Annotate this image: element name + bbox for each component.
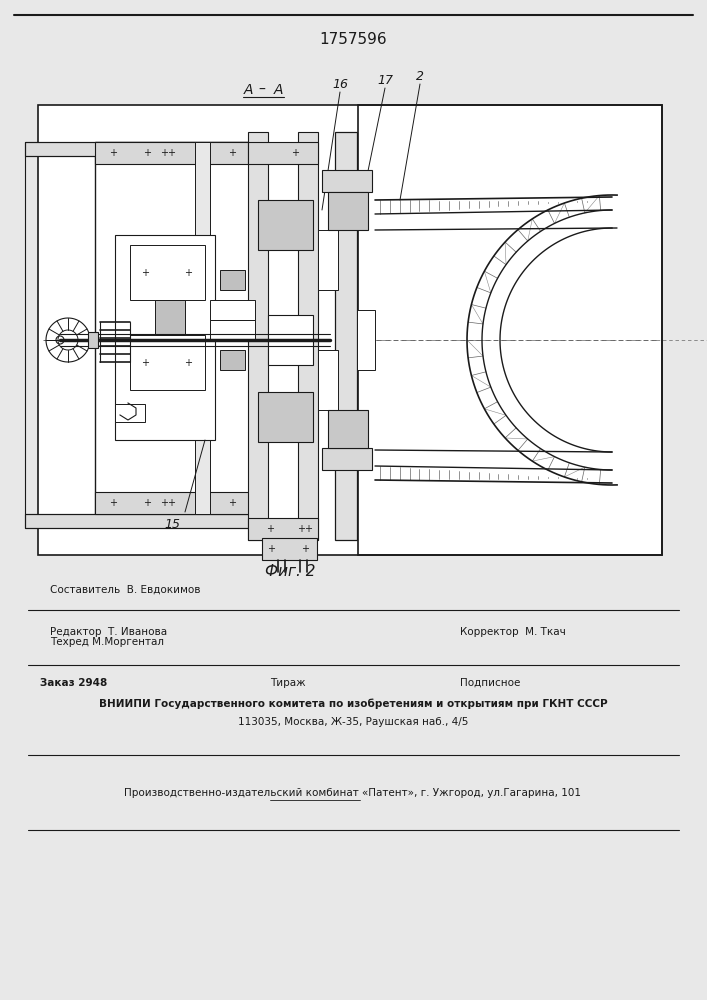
Bar <box>248 132 268 540</box>
Text: +: + <box>143 148 151 158</box>
Bar <box>248 518 318 540</box>
Text: ++: ++ <box>160 498 176 508</box>
Bar <box>25 142 260 156</box>
Bar <box>130 335 205 390</box>
Text: +: + <box>266 524 274 534</box>
Bar <box>130 245 205 300</box>
Text: Техред М.Моргентал: Техред М.Моргентал <box>50 637 164 647</box>
Text: Подписное: Подписное <box>460 678 520 688</box>
Bar <box>115 235 215 440</box>
Text: +: + <box>141 358 149 368</box>
Text: 16: 16 <box>332 79 348 92</box>
Text: Редактор  Т. Иванова: Редактор Т. Иванова <box>50 627 167 637</box>
Text: +: + <box>184 358 192 368</box>
Bar <box>322 448 372 470</box>
Bar <box>210 320 255 340</box>
Bar <box>258 200 313 250</box>
Text: +: + <box>291 148 299 158</box>
Bar <box>258 392 313 442</box>
Text: 17: 17 <box>377 74 393 87</box>
Text: +: + <box>141 268 149 278</box>
Bar <box>210 300 255 320</box>
Text: Тираж: Тираж <box>270 678 305 688</box>
Bar <box>335 132 357 540</box>
Text: +: + <box>301 544 309 554</box>
Bar <box>95 492 265 514</box>
Bar <box>220 270 245 290</box>
Text: –: – <box>259 83 265 97</box>
Bar <box>88 332 98 348</box>
Text: +: + <box>143 498 151 508</box>
Bar <box>322 170 372 192</box>
Text: Фиг. 2: Фиг. 2 <box>264 564 315 580</box>
Bar <box>358 105 662 555</box>
Bar <box>25 514 260 528</box>
Bar <box>318 230 338 290</box>
Text: Корректор  М. Ткач: Корректор М. Ткач <box>460 627 566 637</box>
Text: 113035, Москва, Ж-35, Раушская наб., 4/5: 113035, Москва, Ж-35, Раушская наб., 4/5 <box>238 717 468 727</box>
Text: Составитель  В. Евдокимов: Составитель В. Евдокимов <box>50 585 201 595</box>
Text: Заказ 2948: Заказ 2948 <box>40 678 107 688</box>
Text: +: + <box>267 544 275 554</box>
Text: +: + <box>228 148 236 158</box>
Text: Производственно-издательский комбинат «Патент», г. Ужгород, ул.Гагарина, 101: Производственно-издательский комбинат «П… <box>124 788 581 798</box>
Bar <box>155 300 185 335</box>
Bar <box>220 350 245 370</box>
Bar <box>195 142 210 514</box>
Text: ВНИИПИ Государственного комитета по изобретениям и открытиям при ГКНТ СССР: ВНИИПИ Государственного комитета по изоб… <box>99 699 607 709</box>
Text: ++: ++ <box>160 148 176 158</box>
Text: +: + <box>184 268 192 278</box>
Text: A: A <box>243 83 252 97</box>
Bar <box>298 132 318 540</box>
Text: +: + <box>228 498 236 508</box>
Bar <box>115 404 145 422</box>
Text: 15: 15 <box>164 518 180 532</box>
Bar <box>318 350 338 410</box>
Text: 1757596: 1757596 <box>319 32 387 47</box>
Bar <box>38 105 662 555</box>
Text: A: A <box>273 83 283 97</box>
Bar <box>328 192 368 230</box>
Bar <box>328 410 368 448</box>
Bar <box>95 142 265 514</box>
Bar <box>95 142 265 164</box>
Text: +: + <box>109 498 117 508</box>
Text: +: + <box>109 148 117 158</box>
Bar <box>248 142 318 164</box>
Bar <box>268 315 313 365</box>
Bar <box>357 310 375 370</box>
Text: ++: ++ <box>297 524 313 534</box>
Text: 2: 2 <box>416 70 424 83</box>
Bar <box>262 538 317 560</box>
